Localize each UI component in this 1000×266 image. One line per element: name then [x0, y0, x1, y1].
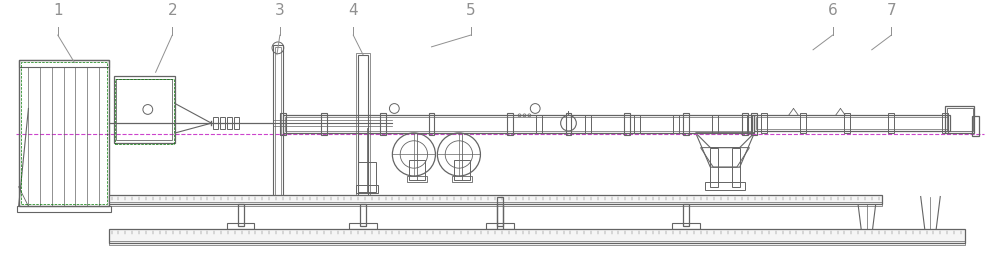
Bar [756, 117, 948, 129]
Bar [672, 223, 700, 229]
Bar [747, 115, 752, 133]
Bar [114, 76, 175, 143]
Bar [497, 204, 503, 226]
Bar [409, 160, 425, 180]
Bar [673, 115, 679, 133]
Bar [109, 202, 882, 206]
Bar [234, 117, 239, 129]
Bar [321, 113, 327, 135]
Bar [683, 113, 689, 135]
Bar [705, 182, 745, 190]
Bar [358, 162, 376, 192]
Bar [273, 45, 283, 201]
Bar [800, 113, 806, 133]
Bar [275, 47, 281, 200]
Bar [484, 230, 516, 238]
Bar [238, 204, 244, 226]
Bar [452, 176, 472, 182]
Bar [624, 113, 630, 135]
Text: 7: 7 [887, 2, 896, 18]
Bar [945, 106, 974, 133]
Bar [21, 61, 107, 204]
Bar [497, 197, 503, 234]
Bar [566, 113, 571, 135]
Bar [356, 185, 378, 193]
Bar [754, 115, 950, 131]
Bar [380, 113, 386, 135]
Bar [888, 113, 894, 133]
Bar [285, 117, 752, 131]
Bar [280, 113, 286, 135]
Bar [536, 115, 542, 133]
Bar [947, 107, 973, 131]
Text: 5: 5 [466, 2, 475, 18]
Bar [844, 113, 850, 133]
Bar [109, 240, 965, 246]
Bar [109, 229, 965, 243]
Text: 3: 3 [275, 2, 285, 18]
Bar [349, 223, 377, 229]
Bar [507, 113, 513, 135]
Bar [507, 115, 513, 133]
Bar [283, 115, 754, 133]
Bar [227, 117, 232, 129]
Bar [356, 53, 370, 198]
Bar [109, 195, 882, 204]
Bar [454, 160, 470, 180]
Text: 4: 4 [348, 2, 358, 18]
Bar [115, 79, 174, 144]
Bar [116, 79, 172, 140]
Text: 1: 1 [53, 2, 63, 18]
Bar [486, 223, 514, 229]
Bar [220, 117, 225, 129]
Bar [742, 113, 748, 135]
Bar [19, 60, 109, 206]
Bar [751, 113, 757, 135]
Bar [683, 204, 689, 226]
Bar [761, 113, 767, 133]
Text: 6: 6 [828, 2, 838, 18]
Bar [972, 116, 979, 136]
Bar [213, 117, 218, 129]
Bar [19, 60, 109, 67]
Bar [17, 206, 111, 212]
Bar [360, 204, 366, 226]
Bar [732, 148, 740, 187]
Bar [227, 223, 254, 229]
Bar [407, 176, 427, 182]
Bar [429, 113, 434, 135]
Bar [634, 115, 640, 133]
Bar [358, 55, 368, 197]
Bar [585, 115, 591, 133]
Bar [712, 115, 718, 133]
Bar [942, 113, 948, 133]
Bar [710, 148, 718, 187]
Text: 2: 2 [167, 2, 177, 18]
